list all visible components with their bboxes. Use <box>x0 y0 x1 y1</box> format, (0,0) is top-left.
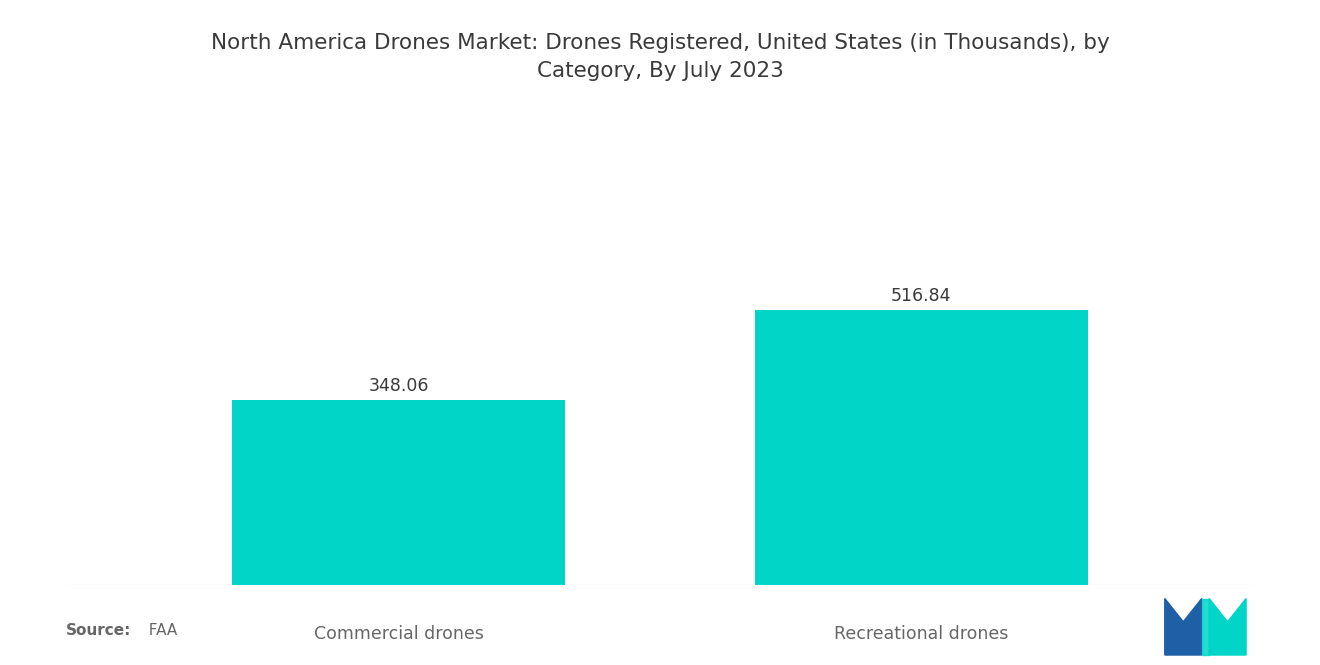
Bar <box>755 311 1088 585</box>
Text: North America Drones Market: Drones Registered, United States (in Thousands), by: North America Drones Market: Drones Regi… <box>211 33 1109 81</box>
Polygon shape <box>1209 598 1246 655</box>
Text: Commercial drones: Commercial drones <box>314 625 483 643</box>
Text: 516.84: 516.84 <box>891 287 952 305</box>
Text: 348.06: 348.06 <box>368 376 429 395</box>
Text: Recreational drones: Recreational drones <box>834 625 1008 643</box>
Polygon shape <box>1201 598 1209 655</box>
Text: FAA: FAA <box>139 623 177 638</box>
Text: Source:: Source: <box>66 623 132 638</box>
Polygon shape <box>1164 598 1201 655</box>
Bar <box>232 400 565 585</box>
